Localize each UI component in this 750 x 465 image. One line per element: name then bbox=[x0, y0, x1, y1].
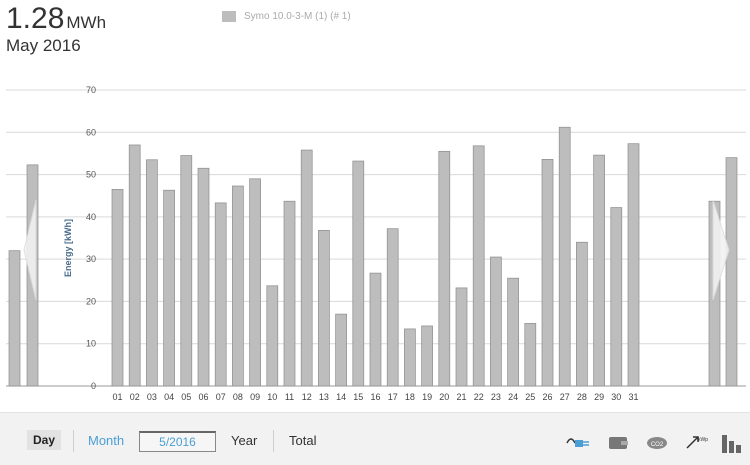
y-tick-label: 50 bbox=[86, 170, 96, 180]
x-tick-label: 04 bbox=[164, 392, 174, 402]
y-tick-label: 0 bbox=[91, 381, 96, 391]
x-tick-label: 05 bbox=[181, 392, 191, 402]
wallet-icon[interactable] bbox=[607, 433, 631, 451]
x-tick-label: 20 bbox=[439, 392, 449, 402]
y-tick-label: 60 bbox=[86, 127, 96, 137]
x-tick-label: 23 bbox=[491, 392, 501, 402]
y-tick-label: 70 bbox=[86, 85, 96, 95]
x-tick-label: 18 bbox=[405, 392, 415, 402]
day-bar bbox=[507, 277, 519, 387]
day-button[interactable]: Day bbox=[27, 430, 62, 450]
total-energy-value: 1.28 bbox=[6, 2, 65, 35]
previous-month-arrow[interactable] bbox=[23, 199, 37, 301]
x-tick-label: 01 bbox=[112, 392, 122, 402]
x-tick-label: 08 bbox=[233, 392, 243, 402]
day-bar bbox=[232, 185, 244, 387]
day-bar bbox=[146, 159, 158, 387]
month-button[interactable]: Month bbox=[88, 433, 125, 448]
y-tick-label: 20 bbox=[86, 296, 96, 306]
x-tick-label: 22 bbox=[474, 392, 484, 402]
day-bar bbox=[300, 149, 313, 387]
total-energy: 1.28 MWh bbox=[6, 2, 106, 36]
prev-month-bar bbox=[8, 250, 21, 387]
x-tick-label: 03 bbox=[147, 392, 157, 402]
x-tick-label: 13 bbox=[319, 392, 329, 402]
day-bar bbox=[318, 230, 330, 387]
day-bar bbox=[283, 200, 296, 387]
toolbar: Day Month 5/2016 Year Total CO2 kWp bbox=[0, 412, 750, 465]
day-bar bbox=[335, 313, 347, 387]
x-tick-label: 31 bbox=[628, 392, 638, 402]
kwp-icon[interactable]: kWp bbox=[684, 433, 708, 451]
x-tick-label: 16 bbox=[370, 392, 380, 402]
next-month-arrow[interactable] bbox=[712, 199, 730, 301]
day-bar bbox=[180, 155, 193, 387]
day-bar bbox=[576, 241, 588, 387]
day-bar bbox=[404, 328, 416, 387]
x-tick-label: 11 bbox=[285, 392, 294, 402]
x-tick-label: 14 bbox=[336, 392, 346, 402]
x-tick-label: 30 bbox=[611, 392, 621, 402]
x-tick-label: 29 bbox=[594, 392, 604, 402]
svg-text:kWp: kWp bbox=[698, 437, 708, 443]
y-tick-label: 10 bbox=[86, 339, 96, 349]
x-tick-label: 15 bbox=[353, 392, 363, 402]
x-tick-label: 06 bbox=[198, 392, 208, 402]
chart-legend[interactable]: Symo 10.0-3-M (1) (# 1) bbox=[222, 11, 351, 22]
x-tick-label: 12 bbox=[302, 392, 312, 402]
co2-icon[interactable]: CO2 bbox=[645, 433, 669, 451]
x-tick-label: 19 bbox=[422, 392, 432, 402]
day-bar bbox=[421, 325, 433, 387]
x-tick-label: 24 bbox=[508, 392, 518, 402]
toolbar-divider bbox=[273, 430, 274, 452]
x-tick-label: 02 bbox=[130, 392, 140, 402]
day-bar bbox=[627, 143, 640, 387]
y-tick-label: 30 bbox=[86, 254, 96, 264]
x-tick-label: 25 bbox=[525, 392, 535, 402]
day-bar bbox=[593, 154, 605, 387]
day-bar bbox=[352, 160, 365, 387]
x-tick-label: 21 bbox=[456, 392, 466, 402]
day-bar bbox=[541, 158, 554, 387]
y-axis-label: Energy [kWh] bbox=[63, 219, 73, 277]
plug-icon[interactable] bbox=[565, 433, 591, 451]
day-bar bbox=[249, 178, 261, 387]
period-label: May 2016 bbox=[6, 36, 81, 55]
x-tick-label: 27 bbox=[560, 392, 570, 402]
day-bar bbox=[455, 287, 468, 387]
x-tick-label: 17 bbox=[388, 392, 398, 402]
day-bar bbox=[128, 144, 141, 387]
day-bar bbox=[197, 167, 210, 387]
day-bar bbox=[386, 228, 399, 387]
toolbar-divider bbox=[73, 430, 74, 452]
day-bar bbox=[558, 126, 571, 387]
day-bar bbox=[524, 323, 537, 387]
x-tick-label: 26 bbox=[542, 392, 552, 402]
day-bar bbox=[266, 285, 279, 387]
x-tick-label: 28 bbox=[577, 392, 587, 402]
day-bar bbox=[163, 189, 175, 387]
date-picker-input[interactable]: 5/2016 bbox=[139, 431, 216, 452]
year-button[interactable]: Year bbox=[231, 433, 258, 448]
bar-chart-icon[interactable] bbox=[720, 433, 744, 455]
day-bar bbox=[438, 150, 451, 387]
x-tick-label: 10 bbox=[267, 392, 277, 402]
day-bar bbox=[214, 202, 227, 387]
next-month-bar bbox=[725, 157, 738, 387]
legend-label: Symo 10.0-3-M (1) (# 1) bbox=[244, 11, 351, 22]
total-energy-unit: MWh bbox=[66, 13, 107, 32]
day-bar bbox=[111, 189, 124, 387]
y-tick-label: 40 bbox=[86, 212, 96, 222]
x-tick-label: 07 bbox=[216, 392, 226, 402]
day-bar bbox=[369, 272, 382, 387]
x-tick-label: 09 bbox=[250, 392, 260, 402]
svg-text:CO2: CO2 bbox=[651, 442, 664, 448]
total-button[interactable]: Total bbox=[289, 433, 317, 448]
day-bar bbox=[610, 207, 623, 387]
day-bar bbox=[472, 145, 485, 387]
day-bar bbox=[490, 256, 502, 387]
legend-swatch bbox=[222, 11, 236, 22]
energy-bar-chart: 0 10 20 30 40 50 60 70 01 02 03 04 05 06 07 08 09 10 11 12… bbox=[6, 85, 746, 402]
